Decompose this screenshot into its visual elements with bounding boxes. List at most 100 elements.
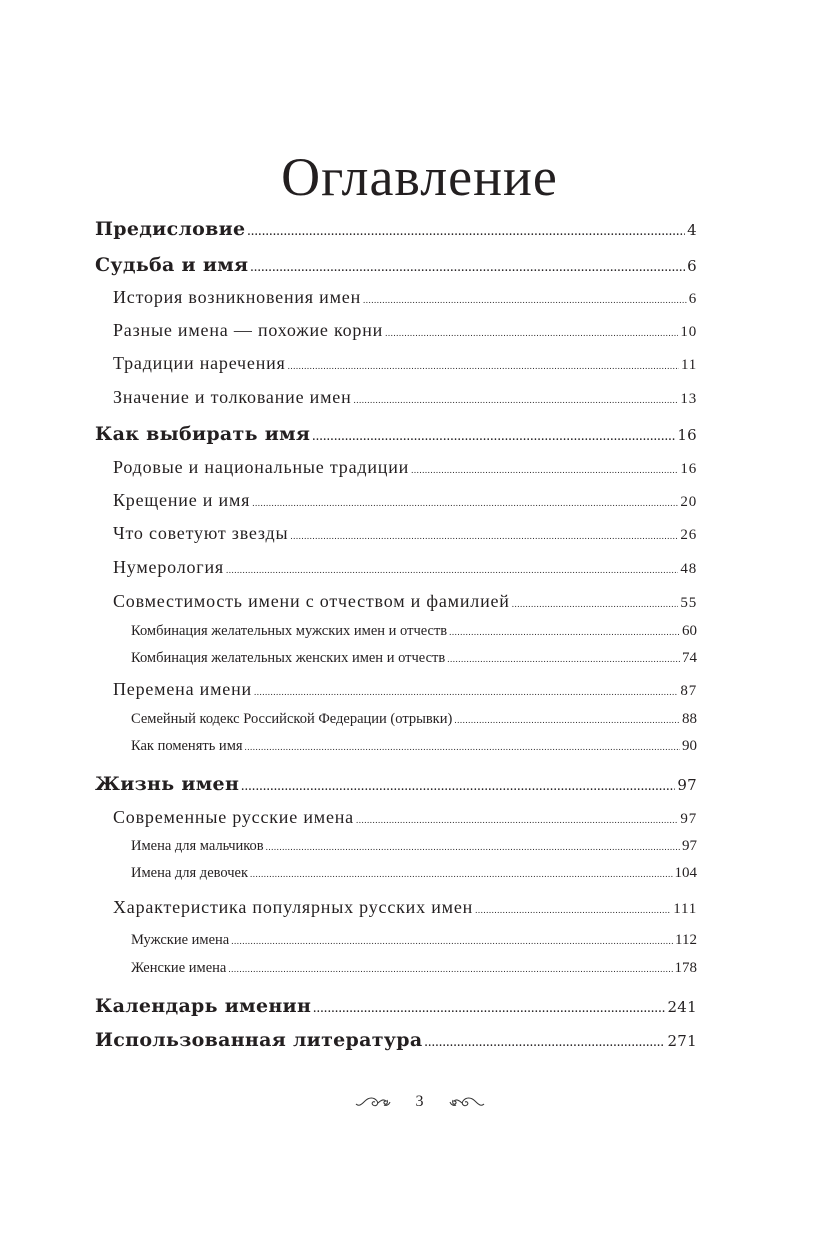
toc-entry: Комбинация желательных мужских имен и от… [131, 623, 697, 640]
toc-entry-page: 90 [682, 738, 697, 754]
toc-entry: Как выбирать имя 16 [95, 423, 697, 445]
toc-entry-page: 271 [667, 1032, 697, 1050]
leader-dots [354, 395, 679, 405]
toc-entry-title: Жизнь имен [95, 773, 240, 795]
toc-entry-page: 4 [687, 221, 697, 239]
leader-dots [254, 687, 678, 697]
leader-dots [252, 498, 678, 508]
leader-dots [475, 905, 671, 915]
leader-dots [266, 842, 680, 852]
toc-entry-title: Мужские имена [131, 932, 230, 948]
toc-entry-page: 60 [682, 623, 697, 639]
leader-dots [447, 654, 680, 664]
toc-entry-title: Как выбирать имя [95, 423, 311, 445]
toc-entry-title: Женские имена [131, 960, 227, 976]
toc-entry-page: 104 [674, 865, 698, 881]
leader-dots [363, 295, 687, 305]
toc-entry: Имена для девочек 104 [131, 865, 697, 882]
toc-entry-page: 97 [682, 838, 697, 854]
toc-entry-page: 112 [675, 932, 697, 948]
toc-entry-page: 97 [680, 811, 697, 827]
page-number: 3 [415, 1093, 424, 1110]
toc-entry: Родовые и национальные традиции 16 [113, 457, 697, 478]
leader-dots [454, 715, 680, 725]
toc-entry: Перемена имени 87 [113, 679, 697, 700]
toc-entry-title: Предисловие [95, 218, 246, 240]
leader-dots [228, 964, 672, 974]
toc-entry: Жизнь имен 97 [95, 773, 697, 795]
toc-entry-page: 13 [680, 391, 697, 407]
toc-entry-title: Календарь именин [95, 995, 312, 1017]
toc-entry-page: 11 [680, 357, 697, 373]
toc-entry-title: Судьба и имя [95, 254, 249, 276]
toc-entry: История возникновения имен 6 [113, 287, 697, 308]
toc-entry: Что советуют звезды 26 [113, 523, 697, 544]
toc-entry: Предисловие 4 [95, 218, 697, 240]
toc-entry-page: 55 [680, 595, 697, 611]
toc-entry-title: Использованная литература [95, 1029, 423, 1051]
toc-entry: Значение и толкование имен 13 [113, 387, 697, 408]
toc-entry-page: 178 [674, 960, 698, 976]
toc-entry-page: 6 [687, 257, 697, 275]
toc-entry-title: Родовые и национальные традиции [113, 457, 410, 477]
flourish-ornament-right-icon [449, 1097, 484, 1107]
toc-entry-page: 97 [677, 776, 697, 794]
toc-entry-title: Семейный кодекс Российской Федерации (от… [131, 711, 453, 727]
leader-dots [313, 1005, 665, 1015]
toc-entry: Семейный кодекс Российской Федерации (от… [131, 711, 697, 728]
toc-entry: Календарь именин 241 [95, 995, 697, 1017]
leader-dots [312, 433, 675, 443]
leader-dots [245, 742, 680, 752]
toc-entry-page: 16 [677, 426, 697, 444]
leader-dots [241, 783, 675, 793]
toc-entry-title: Комбинация желательных женских имен и от… [131, 650, 446, 666]
toc-entry-title: История возникновения имен [113, 287, 362, 307]
toc-entry-page: 111 [673, 901, 697, 917]
toc-entry-title: Крещение и имя [113, 490, 251, 510]
page-title: Оглавление [281, 147, 558, 208]
toc-entry: Женские имена 178 [131, 960, 697, 977]
toc-entry: Как поменять имя 90 [131, 738, 697, 755]
leader-dots [512, 599, 679, 609]
toc-entry: Мужские имена 112 [131, 932, 697, 949]
toc-entry: Крещение и имя 20 [113, 490, 697, 511]
leader-dots [250, 264, 685, 274]
toc-entry-title: Характеристика популярных русских имен [113, 897, 474, 917]
toc-entry-page: 88 [682, 711, 697, 727]
page-footer: 3 [0, 1093, 839, 1111]
leader-dots [226, 565, 678, 575]
toc-entry-title: Что советуют звезды [113, 523, 289, 543]
toc-entry-title: Перемена имени [113, 679, 252, 699]
leader-dots [411, 465, 678, 475]
toc-entry: Разные имена — похожие корни 10 [113, 320, 697, 341]
leader-dots [356, 815, 678, 825]
leader-dots [288, 361, 679, 371]
toc-entry-page: 16 [680, 461, 697, 477]
toc-entry-title: Современные русские имена [113, 807, 354, 827]
toc-entry: Комбинация желательных женских имен и от… [131, 650, 697, 667]
toc-entry-page: 20 [680, 494, 697, 510]
leader-dots [250, 869, 672, 879]
toc-entry-page: 26 [680, 527, 697, 543]
toc-entry: Современные русские имена 97 [113, 807, 697, 828]
toc-entry-page: 241 [667, 998, 697, 1016]
toc-entry-page: 6 [688, 291, 697, 307]
toc-entry-title: Значение и толкование имен [113, 387, 352, 407]
leader-dots [449, 627, 680, 637]
toc-entry-title: Имена для девочек [131, 865, 249, 881]
leader-dots [385, 328, 678, 338]
toc-entry-title: Традиции наречения [113, 353, 286, 373]
toc-entry: Судьба и имя 6 [95, 254, 697, 276]
toc-entry-page: 74 [682, 650, 697, 666]
toc-entry-page: 87 [680, 683, 697, 699]
toc-entry: Нумерология 48 [113, 557, 697, 578]
toc-entry: Имена для мальчиков 97 [131, 838, 697, 855]
toc-entry-title: Совместимость имени с отчеством и фамили… [113, 591, 510, 611]
toc-entry: Совместимость имени с отчеством и фамили… [113, 591, 697, 612]
flourish-ornament-left-icon [355, 1097, 390, 1107]
toc-entry-title: Как поменять имя [131, 738, 243, 754]
toc-entry: Традиции наречения 11 [113, 353, 697, 374]
toc-entry: Использованная литература 271 [95, 1029, 697, 1051]
toc-entry-title: Разные имена — похожие корни [113, 320, 384, 340]
toc-entry-title: Нумерология [113, 557, 224, 577]
